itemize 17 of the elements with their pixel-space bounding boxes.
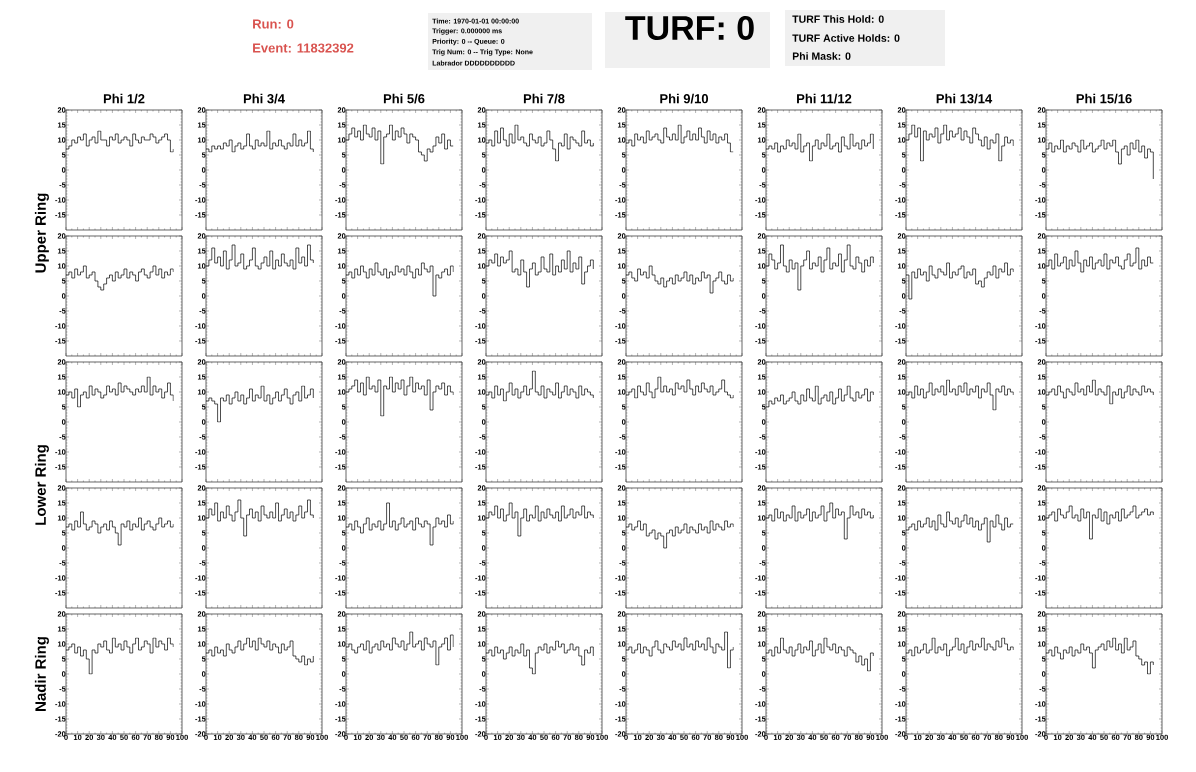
- y-axis-title: Lower Ring: [34, 445, 49, 525]
- chart-title: Phi 5/6: [383, 93, 425, 104]
- chart-title: Phi 1/2: [103, 93, 145, 104]
- chart-title: Phi 11/12: [797, 93, 852, 104]
- chart-title: Phi 7/8: [523, 93, 565, 104]
- chart-title: Phi 3/4: [243, 93, 285, 104]
- y-axis-title: Nadir Ring: [34, 637, 49, 711]
- chart-title: Phi 15/16: [1076, 93, 1132, 104]
- y-axis-title: Upper Ring: [34, 193, 49, 273]
- chart-title: Phi 13/14: [936, 93, 993, 104]
- text: Run: 0: [253, 19, 294, 29]
- text: Event: 11832392: [253, 43, 354, 53]
- text: TURF Active Holds: 0: [792, 34, 900, 42]
- text: TURF: 0: [625, 15, 754, 41]
- text: Phi Mask: 0: [792, 52, 851, 60]
- chart-title: Phi 9/10: [660, 93, 709, 104]
- text: TURF This Hold: 0: [792, 15, 884, 23]
